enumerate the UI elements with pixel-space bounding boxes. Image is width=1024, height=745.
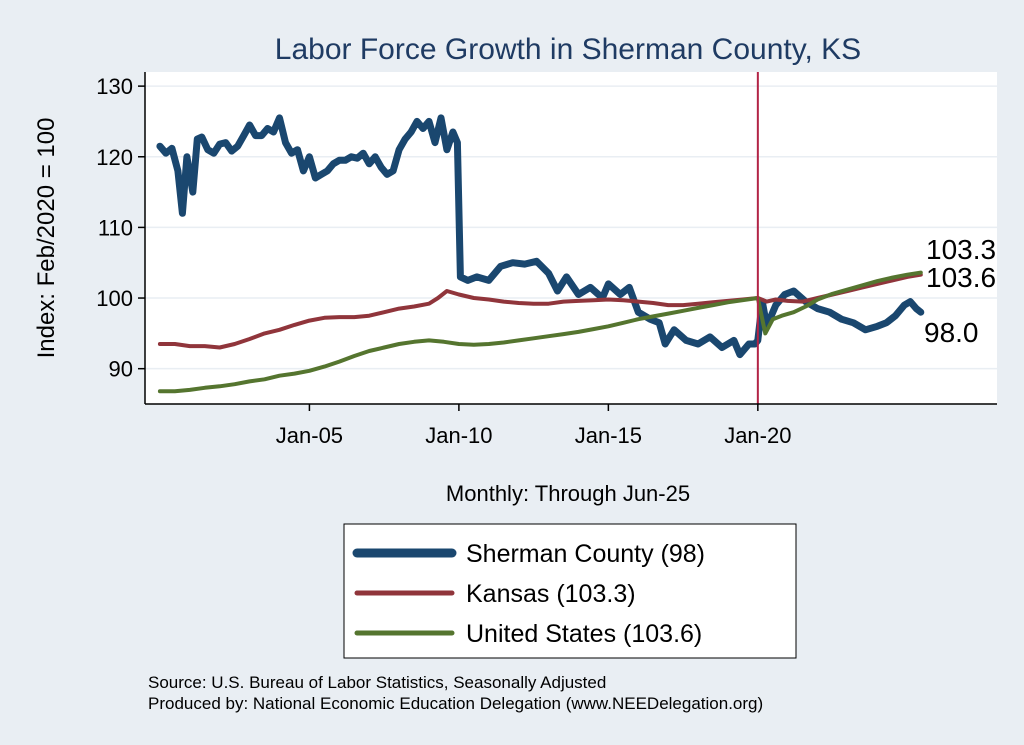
x-tick-label: Jan-05 bbox=[276, 423, 343, 448]
producer-note: Produced by: National Economic Education… bbox=[148, 694, 763, 713]
x-ticks: Jan-05 Jan-10 Jan-15 Jan-20 bbox=[276, 404, 791, 448]
y-tick-label: 100 bbox=[96, 286, 133, 311]
end-label: 103.3 bbox=[926, 234, 996, 265]
x-tick-label: Jan-20 bbox=[724, 423, 791, 448]
y-tick-label: 110 bbox=[98, 215, 133, 240]
legend: Sherman County (98) Kansas (103.3) United … bbox=[343, 523, 797, 659]
y-tick-label: 130 bbox=[96, 74, 133, 99]
x-tick-label: Jan-15 bbox=[575, 423, 642, 448]
plot-area bbox=[145, 72, 997, 404]
y-axis-title: Index: Feb/2020 = 100 bbox=[33, 118, 60, 359]
legend-items: Sherman County (98) Kansas (103.3) United … bbox=[352, 540, 705, 648]
axes bbox=[144, 72, 997, 405]
end-label: 103.6 bbox=[926, 262, 996, 293]
y-ticks: 90 100 110 120 130 bbox=[96, 74, 145, 382]
legend-label: Sherman County (98) bbox=[466, 540, 705, 568]
series-layer bbox=[156, 114, 925, 394]
y-tick-label: 90 bbox=[109, 357, 133, 382]
chart-title: Labor Force Growth in Sherman County, KS bbox=[275, 33, 861, 66]
source-note: Source: U.S. Bureau of Labor Statistics,… bbox=[148, 673, 606, 692]
x-tick-label: Jan-10 bbox=[425, 423, 492, 448]
series-line-sherman-county bbox=[156, 114, 925, 359]
end-label: 98.0 bbox=[924, 317, 979, 348]
series-line-kansas bbox=[157, 272, 923, 350]
y-tick-label: 120 bbox=[96, 145, 133, 170]
legend-label: Kansas (103.3) bbox=[466, 580, 636, 608]
series-line-united-states bbox=[157, 270, 923, 394]
gridlines bbox=[145, 85, 997, 370]
legend-label: United States (103.6) bbox=[466, 620, 702, 648]
x-axis-title: Monthly: Through Jun-25 bbox=[446, 481, 690, 506]
